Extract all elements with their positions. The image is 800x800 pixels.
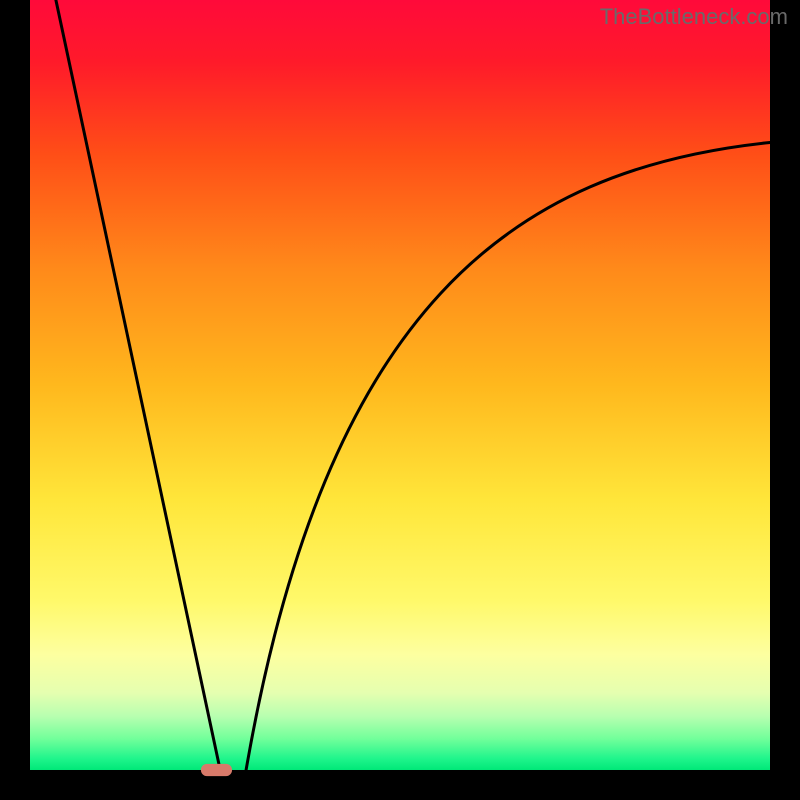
border-bottom — [0, 770, 800, 800]
bottleneck-chart — [0, 0, 800, 800]
valley-marker — [201, 764, 232, 776]
plot-background — [30, 0, 770, 770]
watermark-text: TheBottleneck.com — [600, 4, 788, 30]
border-left — [0, 0, 30, 800]
border-right — [770, 0, 800, 800]
chart-container: TheBottleneck.com — [0, 0, 800, 800]
